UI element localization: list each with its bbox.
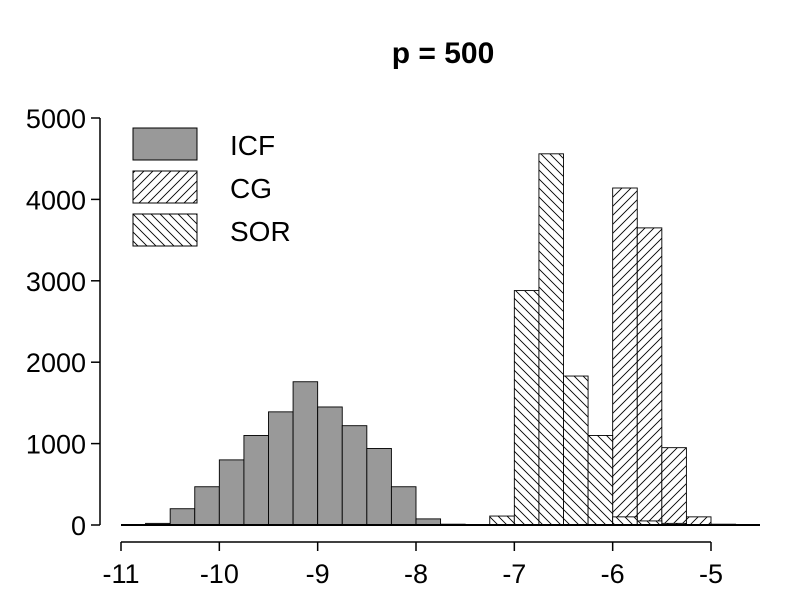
x-tick-label-1: -10 (200, 559, 239, 589)
bar-icf-7 (317, 406, 343, 526)
legend-swatch-cg (132, 170, 198, 204)
x-tick-label-5: -6 (601, 559, 625, 589)
bar-icf-2 (194, 486, 220, 526)
x-tick-label-0: -11 (102, 559, 139, 589)
y-tick-label-2: 2000 (26, 348, 86, 378)
x-tick-label-3: -8 (404, 559, 428, 589)
y-tick-label-4: 4000 (26, 185, 86, 215)
bar-icf-1 (169, 508, 196, 526)
legend-swatch-icf (132, 127, 198, 161)
legend-swatch-sor (132, 213, 198, 247)
legend-label-cg: CG (230, 173, 272, 204)
legend: ICF CG SOR (132, 127, 291, 247)
bar-sor-4 (587, 435, 614, 526)
bar-cg-1 (612, 187, 638, 526)
bar-sor-1 (513, 290, 540, 526)
bar-icf-3 (218, 459, 245, 526)
bar-sor-3 (563, 375, 589, 526)
bars-group (145, 153, 737, 526)
bar-sor-5 (612, 516, 638, 526)
bar-icf-9 (366, 448, 392, 526)
x-tick-label-4: -7 (502, 559, 526, 589)
legend-label-sor: SOR (230, 216, 291, 247)
y-tick-label-3: 3000 (26, 267, 86, 297)
bar-cg-4 (685, 516, 712, 526)
x-axis: -11 -10 -9 -8 -7 -6 -5 (102, 541, 723, 589)
y-tick-label-0: 0 (71, 511, 86, 541)
x-tick-label-6: -5 (699, 559, 723, 589)
bar-icf-8 (341, 425, 368, 526)
legend-label-icf: ICF (230, 130, 275, 161)
bar-icf-4 (243, 435, 269, 526)
y-tick-label-1: 1000 (26, 430, 86, 460)
bar-icf-5 (268, 411, 294, 526)
bar-icf-6 (292, 381, 319, 526)
bar-sor-2 (538, 153, 564, 526)
x-tick-label-2: -9 (306, 559, 330, 589)
y-axis: 0 1000 2000 3000 4000 5000 (26, 104, 101, 541)
bar-icf-10 (390, 486, 417, 526)
bar-cg-2 (636, 227, 663, 526)
bar-cg-3 (661, 447, 687, 526)
bar-sor-0 (489, 515, 515, 526)
chart-title: p = 500 (392, 37, 495, 70)
y-tick-label-5: 5000 (26, 104, 86, 134)
